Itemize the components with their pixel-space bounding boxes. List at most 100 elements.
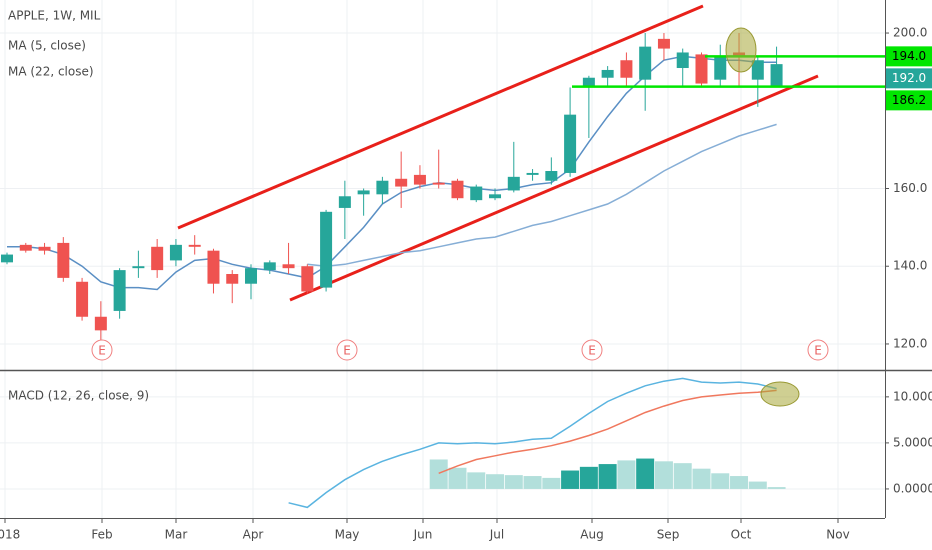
candle-body [38, 246, 51, 251]
candle-body [188, 244, 201, 247]
histogram-bar [654, 461, 673, 489]
candle-body [282, 264, 295, 269]
histogram-bar [504, 475, 523, 489]
earnings-marker [581, 339, 603, 361]
overlay: 120.0 140.0 160.0 200.0 2018 Feb Mar Apr May Jun J… [0, 26, 932, 542]
candle-body [207, 250, 220, 284]
earnings-label: E [98, 344, 106, 358]
y-tick-label: 160.0 [893, 181, 927, 195]
histogram-bar [692, 468, 711, 489]
earnings-marker [336, 339, 358, 361]
histogram-bar [673, 463, 692, 489]
y-tick-label: 200.0 [893, 26, 927, 40]
histogram-bar [523, 476, 542, 489]
candle-body [695, 54, 708, 84]
price-label: 194.0 [892, 49, 926, 63]
line-series [307, 123, 777, 267]
earnings-label: E [588, 344, 596, 358]
x-tick-label: Feb [91, 528, 112, 542]
histogram-bar [542, 477, 561, 489]
histogram-bar [486, 474, 505, 489]
earnings-label: E [343, 344, 351, 358]
y-tick-label: 120.0 [893, 336, 927, 350]
x-tick-label: Apr [243, 528, 264, 542]
macd-title: MACD (12, 26, close, 9) [8, 389, 149, 403]
histogram-bar [448, 467, 467, 489]
candle-body [451, 180, 464, 199]
price-label-box [886, 68, 932, 89]
x-tick-label: 2018 [0, 528, 20, 542]
candle-body [526, 172, 539, 175]
candle-body [169, 244, 182, 261]
legend-entry: MA (22, close) [8, 65, 94, 79]
histogram-bar [617, 460, 636, 489]
x-tick-label: May [335, 528, 360, 542]
candle-body [338, 196, 351, 208]
histogram-bar [579, 466, 598, 489]
highlight-ellipse [725, 27, 757, 73]
candle-body [301, 266, 314, 292]
candle-body [132, 266, 145, 269]
candle-body [19, 244, 32, 251]
candle-body [263, 262, 276, 271]
candle-body [620, 60, 633, 78]
candle-body [751, 60, 764, 80]
candle-body [357, 190, 370, 195]
candle-body [770, 64, 783, 86]
histogram-bar [429, 459, 448, 489]
histogram-bar [561, 470, 580, 489]
candle-body [413, 174, 426, 185]
price-label: 186.2 [892, 93, 926, 107]
candle-body [395, 178, 408, 187]
earnings-marker [91, 339, 113, 361]
candle-body [582, 77, 595, 88]
chart-title: APPLE, 1W, MIL [8, 9, 101, 23]
candle-body [564, 114, 577, 173]
earnings-label: E [814, 344, 822, 358]
candle-body [1, 254, 13, 263]
candle-body [470, 186, 483, 201]
candle-body [507, 176, 520, 191]
candle-body [151, 246, 164, 271]
plot-area [1, 4, 885, 509]
candle-body [76, 281, 89, 317]
histogram-bar [730, 476, 749, 489]
x-tick-label: Aug [580, 528, 603, 542]
candle-body [601, 69, 614, 78]
histogram-bar [598, 464, 617, 489]
price-label-box [886, 46, 932, 67]
y-tick-label: 140.0 [893, 259, 927, 273]
line-series [288, 377, 777, 509]
histogram-bar [748, 481, 767, 489]
candle-body [113, 270, 126, 311]
candle-body [376, 180, 389, 195]
x-tick-label: Nov [826, 528, 849, 542]
y-tick-label: 10.0000 [893, 389, 932, 403]
line-series [438, 389, 777, 474]
highlight-ellipse [760, 381, 800, 407]
x-tick-label: Jul [489, 528, 504, 542]
candle-body [545, 171, 558, 181]
price-label-box [886, 90, 932, 111]
y-tick-label: 0.0000 [893, 481, 932, 495]
candle-body [432, 182, 445, 185]
candle-body [94, 316, 107, 331]
y-tick-label: 5.0000 [893, 435, 932, 449]
histogram-bar [636, 458, 655, 489]
histogram-bar [711, 473, 730, 489]
candle-body [639, 46, 652, 80]
candle-body [657, 38, 670, 49]
candle-body [226, 274, 239, 284]
x-tick-label: Sep [657, 528, 680, 542]
x-tick-label: Oct [731, 528, 752, 542]
candle-body [676, 52, 689, 69]
x-tick-label: Jun [413, 528, 433, 542]
histogram-bar [467, 472, 486, 489]
channel-line [289, 74, 819, 302]
candle-body [320, 211, 333, 288]
price-label: 192.0 [892, 71, 926, 85]
candle-body [714, 56, 727, 80]
channel-line [177, 4, 704, 230]
